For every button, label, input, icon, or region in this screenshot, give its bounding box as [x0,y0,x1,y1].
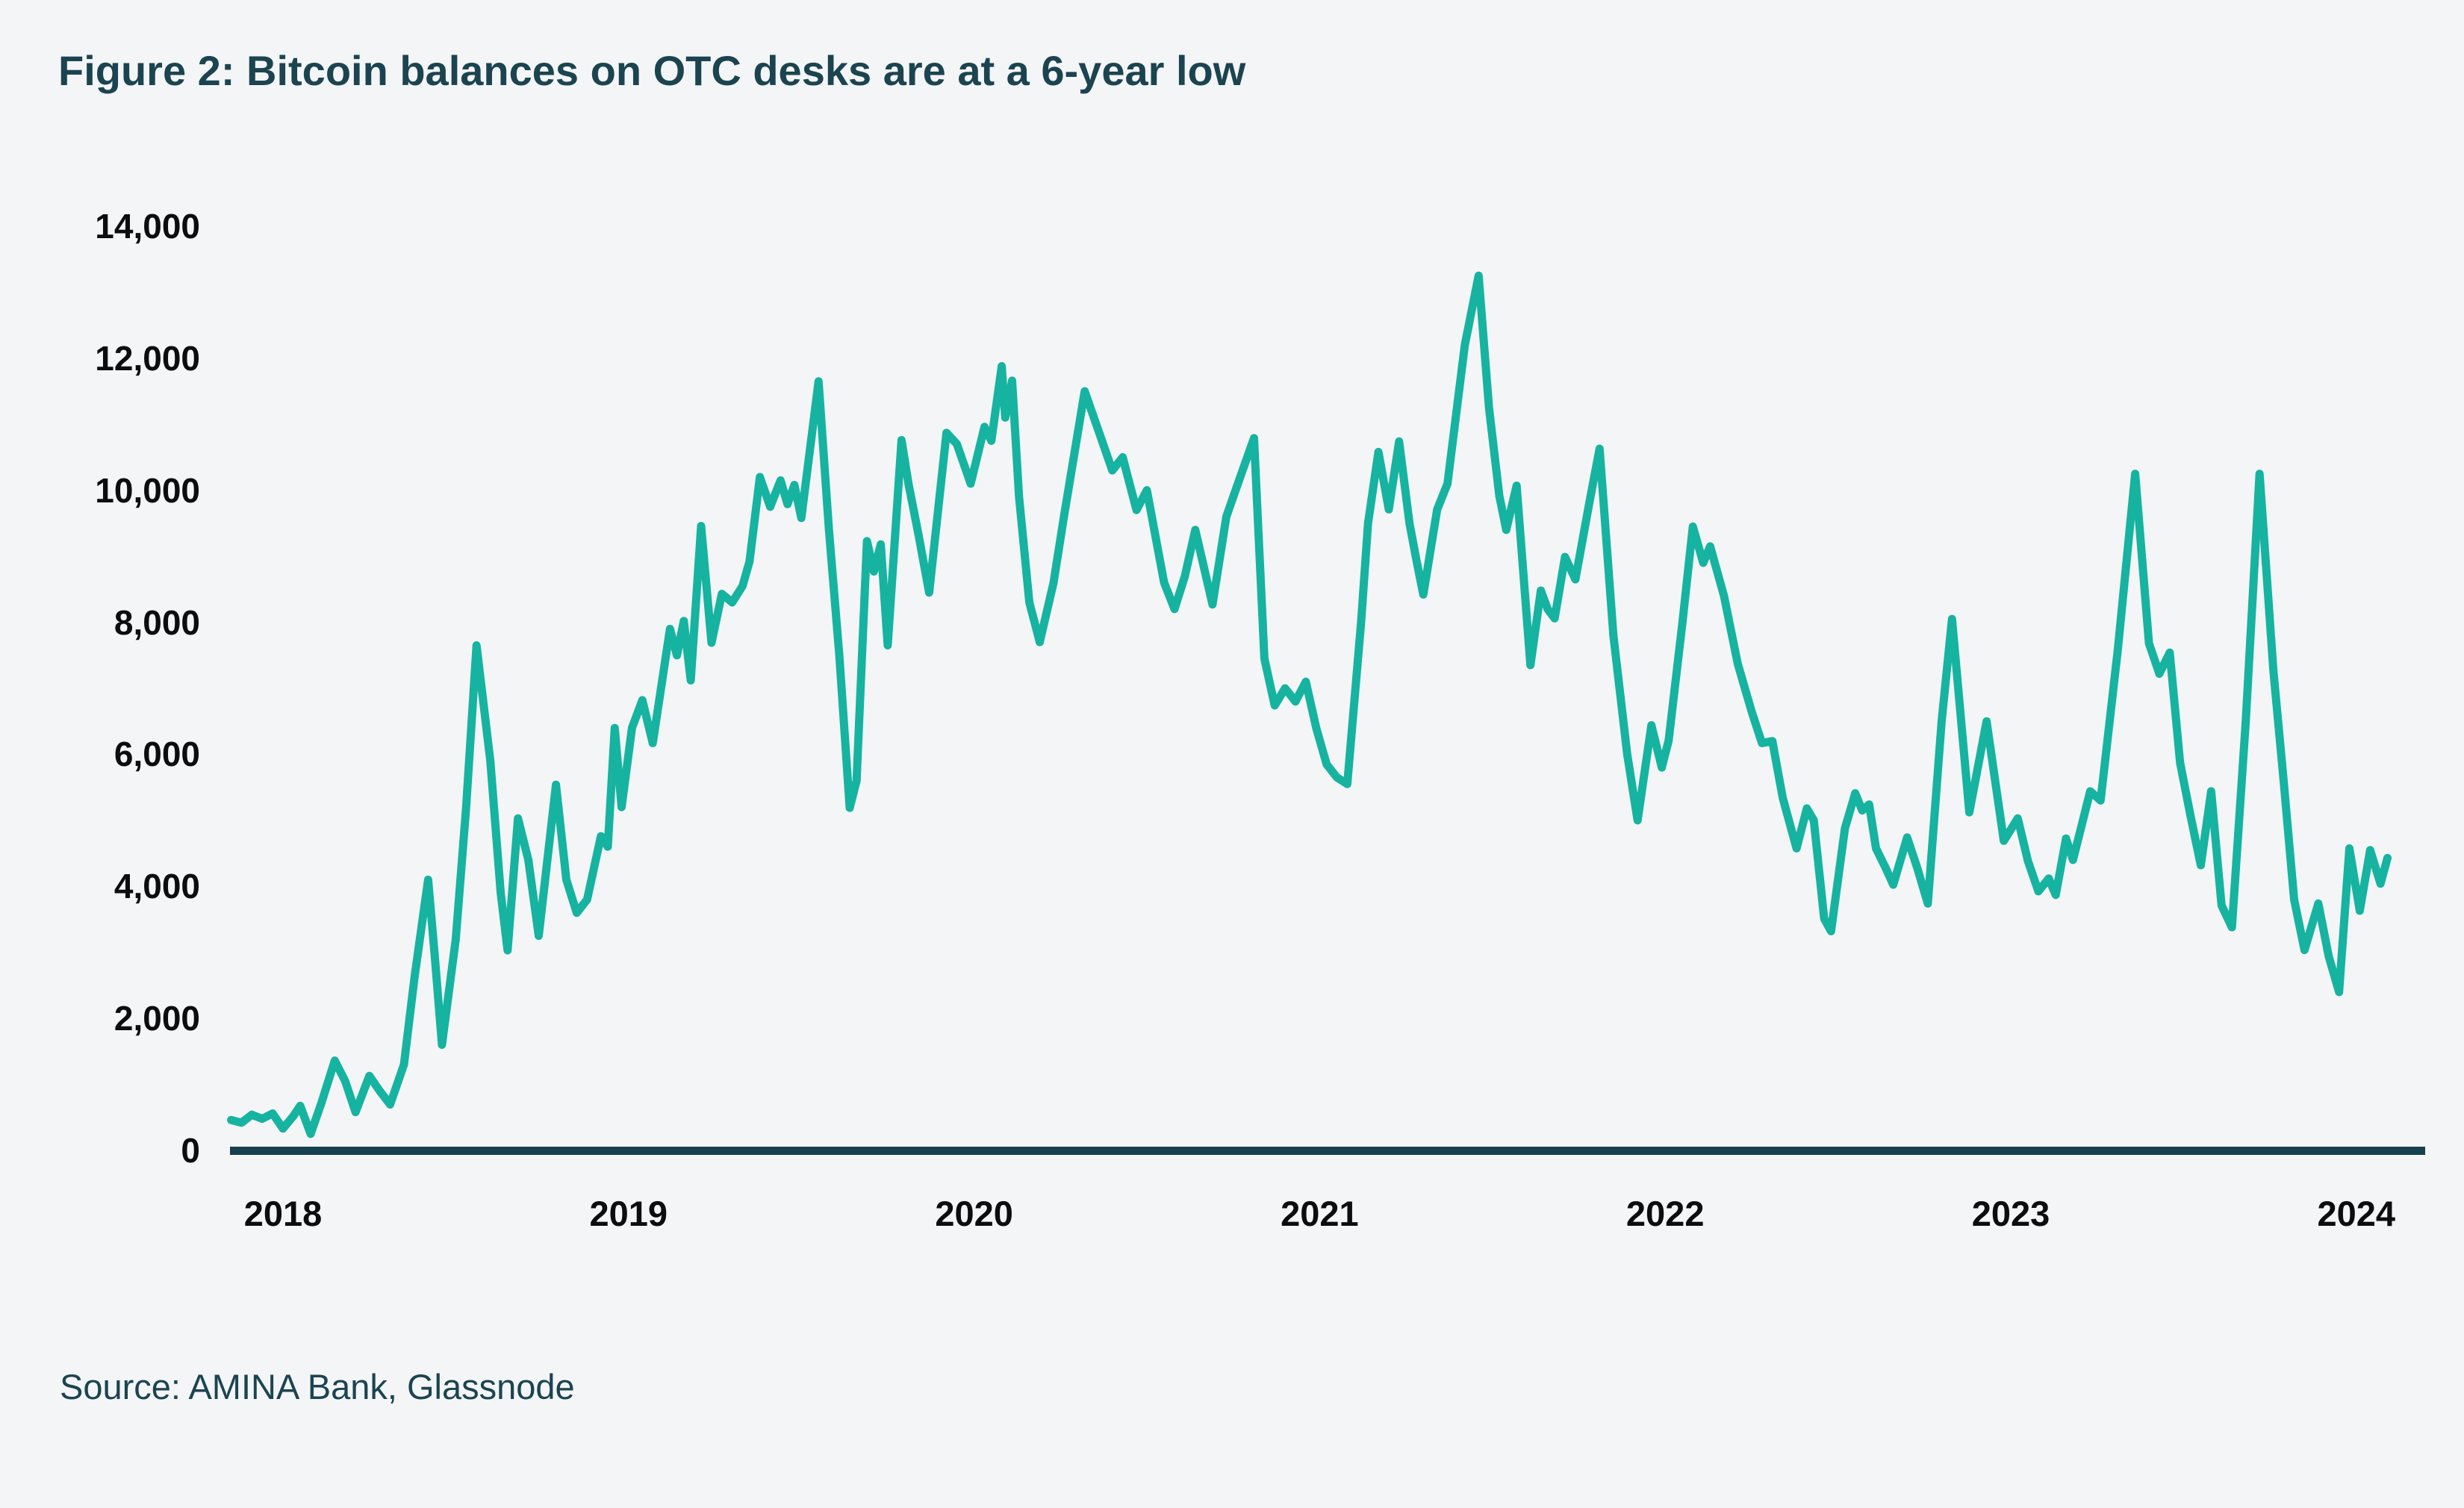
y-tick-label: 10,000 [95,470,200,510]
x-tick-label: 2024 [2317,1194,2396,1233]
x-axis-line [230,1147,2425,1155]
x-tick-label: 2019 [589,1194,668,1233]
x-tick-label: 2018 [243,1194,323,1233]
y-tick-label: 0 [181,1131,200,1170]
otc-balance-series-line [227,271,2392,1138]
y-tick-label: 2,000 [113,999,200,1038]
y-tick-label: 6,000 [113,735,200,774]
source-note: Source: AMINA Bank, Glassnode [60,1367,575,1406]
x-tick-label: 2022 [1625,1194,1705,1233]
y-tick-label: 8,000 [113,602,200,642]
y-tick-label: 14,000 [95,207,200,246]
y-tick-label: 4,000 [113,867,200,906]
chart-title: Figure 2: Bitcoin balances on OTC desks … [58,47,1246,94]
x-tick-label: 2020 [935,1194,1013,1233]
x-tick-label: 2023 [1971,1194,2050,1233]
y-tick-label: 12,000 [95,338,200,378]
x-tick-label: 2021 [1281,1194,1359,1233]
